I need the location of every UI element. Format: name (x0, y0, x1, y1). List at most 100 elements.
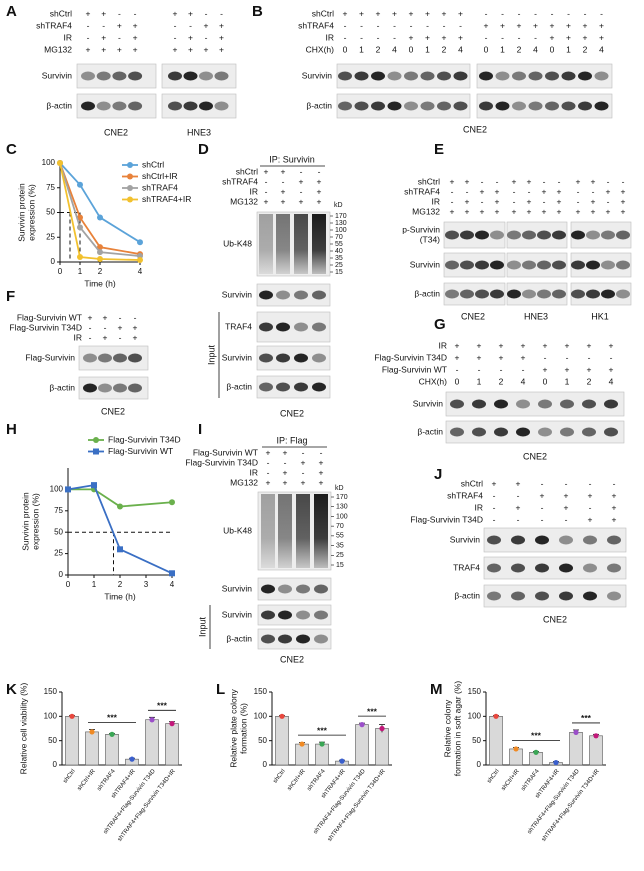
condition-mark: + (495, 196, 500, 206)
band-label: Ub-K48 (223, 238, 252, 248)
smear-band (276, 214, 290, 274)
panel-letter: L (216, 681, 225, 698)
condition-mark: + (564, 502, 569, 512)
protein-band (128, 353, 142, 363)
condition-mark: - (534, 32, 537, 42)
protein-band (112, 101, 127, 111)
condition-mark: - (588, 352, 591, 362)
protein-band (261, 634, 275, 644)
condition-label: MG132 (230, 477, 258, 487)
condition-mark: - (600, 8, 603, 18)
condition-mark: + (612, 502, 617, 512)
protein-band (168, 71, 182, 81)
panel-letter: M (430, 681, 443, 698)
protein-band (113, 383, 127, 393)
protein-band (420, 101, 435, 111)
condition-mark: + (101, 8, 106, 18)
condition-mark: + (266, 477, 271, 487)
protein-band (616, 230, 630, 240)
condition-mark: - (134, 8, 137, 18)
point (91, 482, 97, 489)
x-tick-label: 0 (58, 267, 63, 276)
protein-band (259, 382, 273, 392)
y-tick-label: 75 (54, 506, 63, 515)
protein-band (607, 535, 621, 545)
condition-label: CHX(h) (419, 376, 448, 386)
condition-mark: + (103, 332, 108, 342)
condition-mark: + (527, 176, 532, 186)
condition-mark: - (300, 166, 303, 176)
condition-mark: - (493, 514, 496, 524)
condition-label: shTRAF4 (404, 186, 440, 196)
kd-marker: 15 (336, 562, 344, 569)
condition-mark: - (501, 8, 504, 18)
protein-band (276, 322, 290, 332)
protein-band (561, 71, 576, 81)
protein-band (475, 260, 489, 270)
panel-letter: I (198, 421, 202, 438)
condition-mark: - (451, 196, 454, 206)
condition-label: IR (74, 332, 83, 342)
protein-band (276, 353, 290, 363)
protein-band (560, 427, 574, 437)
protein-band (314, 634, 328, 644)
condition-label: Flag-Survivin T34D (9, 322, 82, 332)
x-tick-label: 4 (138, 267, 143, 276)
protein-band (214, 101, 229, 111)
condition-mark: 4 (533, 44, 538, 54)
point (117, 503, 123, 510)
protein-band (98, 383, 112, 393)
protein-band (445, 260, 459, 270)
condition-mark: + (283, 447, 288, 457)
condition-mark: + (188, 32, 193, 42)
condition-label: Flag-Survivin WT (382, 364, 447, 374)
condition-mark: + (283, 467, 288, 477)
kd-marker: 130 (336, 504, 348, 511)
protein-band (604, 427, 618, 437)
protein-band (128, 383, 142, 393)
protein-band (81, 101, 95, 111)
significance-label: *** (157, 701, 168, 711)
bar (295, 743, 309, 766)
protein-band (259, 290, 273, 300)
legend-marker (127, 185, 133, 191)
protein-band (338, 71, 352, 81)
protein-band (276, 290, 290, 300)
condition-mark: - (518, 8, 521, 18)
condition-mark: + (101, 32, 106, 42)
protein-band (583, 563, 597, 573)
band-label: Survivin (222, 352, 253, 362)
protein-band (445, 230, 459, 240)
x-tick-label: 1 (92, 580, 97, 589)
condition-mark: - (360, 32, 363, 42)
protein-band (516, 399, 530, 409)
x-tick-label: 3 (144, 580, 149, 589)
protein-band (522, 289, 536, 299)
condition-mark: - (300, 186, 303, 196)
smear-band (314, 494, 328, 568)
condition-mark: - (584, 8, 587, 18)
condition-label: MG132 (412, 206, 440, 216)
condition-mark: + (477, 352, 482, 362)
y-axis-label: expression (%) (26, 184, 36, 241)
protein-band (437, 71, 451, 81)
condition-mark: + (591, 196, 596, 206)
protein-band (507, 260, 521, 270)
condition-mark: + (204, 44, 209, 54)
bar (275, 716, 289, 766)
blot-caption: CNE2 (280, 654, 304, 664)
condition-mark: + (533, 20, 538, 30)
condition-mark: + (565, 364, 570, 374)
protein-band (559, 535, 573, 545)
y-tick-label: 50 (54, 527, 63, 536)
protein-band (437, 101, 451, 111)
series-line (67, 484, 173, 575)
condition-label: shTRAF4 (222, 176, 258, 186)
protein-band (296, 610, 310, 620)
point (89, 729, 95, 735)
blot-caption: CNE2 (104, 127, 128, 137)
kd-marker: 35 (335, 255, 343, 262)
condition-mark: - (577, 196, 580, 206)
protein-band (276, 382, 290, 392)
condition-mark: - (481, 196, 484, 206)
